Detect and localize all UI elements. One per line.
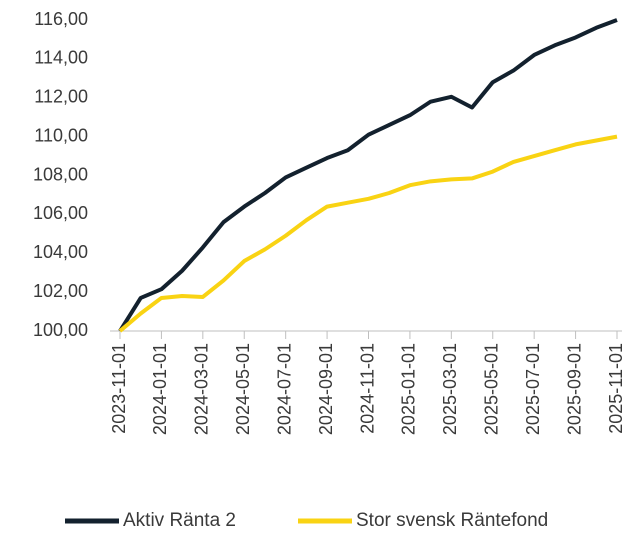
y-tick-label: 108,00 (33, 164, 88, 184)
series-line (118, 18, 618, 333)
series-line (118, 134, 618, 333)
x-tick-label: 2025-11-01 (606, 343, 626, 434)
y-tick-label: 102,00 (33, 281, 88, 301)
x-tick-label: 2024-09-01 (316, 343, 336, 435)
legend-label: Aktiv Ränta 2 (123, 510, 236, 531)
x-tick-label: 2025-05-01 (482, 343, 502, 435)
x-tick-label: 2024-01-01 (150, 343, 170, 435)
x-tick-label: 2025-01-01 (399, 343, 419, 435)
legend-label: Stor svensk Räntefond (356, 510, 548, 531)
y-tick-label: 100,00 (33, 320, 88, 340)
x-tick-label: 2025-07-01 (523, 343, 543, 435)
x-tick-label: 2024-07-01 (274, 343, 294, 435)
y-tick-label: 114,00 (34, 48, 88, 68)
y-tick-label: 110,00 (34, 125, 88, 145)
y-tick-label: 112,00 (34, 87, 88, 107)
x-tick-label: 2025-03-01 (440, 343, 460, 435)
x-tick-label: 2024-05-01 (233, 343, 253, 435)
x-tick-label: 2025-09-01 (564, 343, 584, 435)
x-tick-label: 2024-03-01 (192, 343, 212, 435)
y-tick-label: 104,00 (33, 242, 88, 262)
x-tick-label: 2023-11-01 (109, 343, 129, 434)
y-tick-label: 106,00 (33, 203, 88, 223)
y-tick-label: 116,00 (34, 9, 88, 29)
x-tick-label: 2024-11-01 (357, 343, 377, 434)
